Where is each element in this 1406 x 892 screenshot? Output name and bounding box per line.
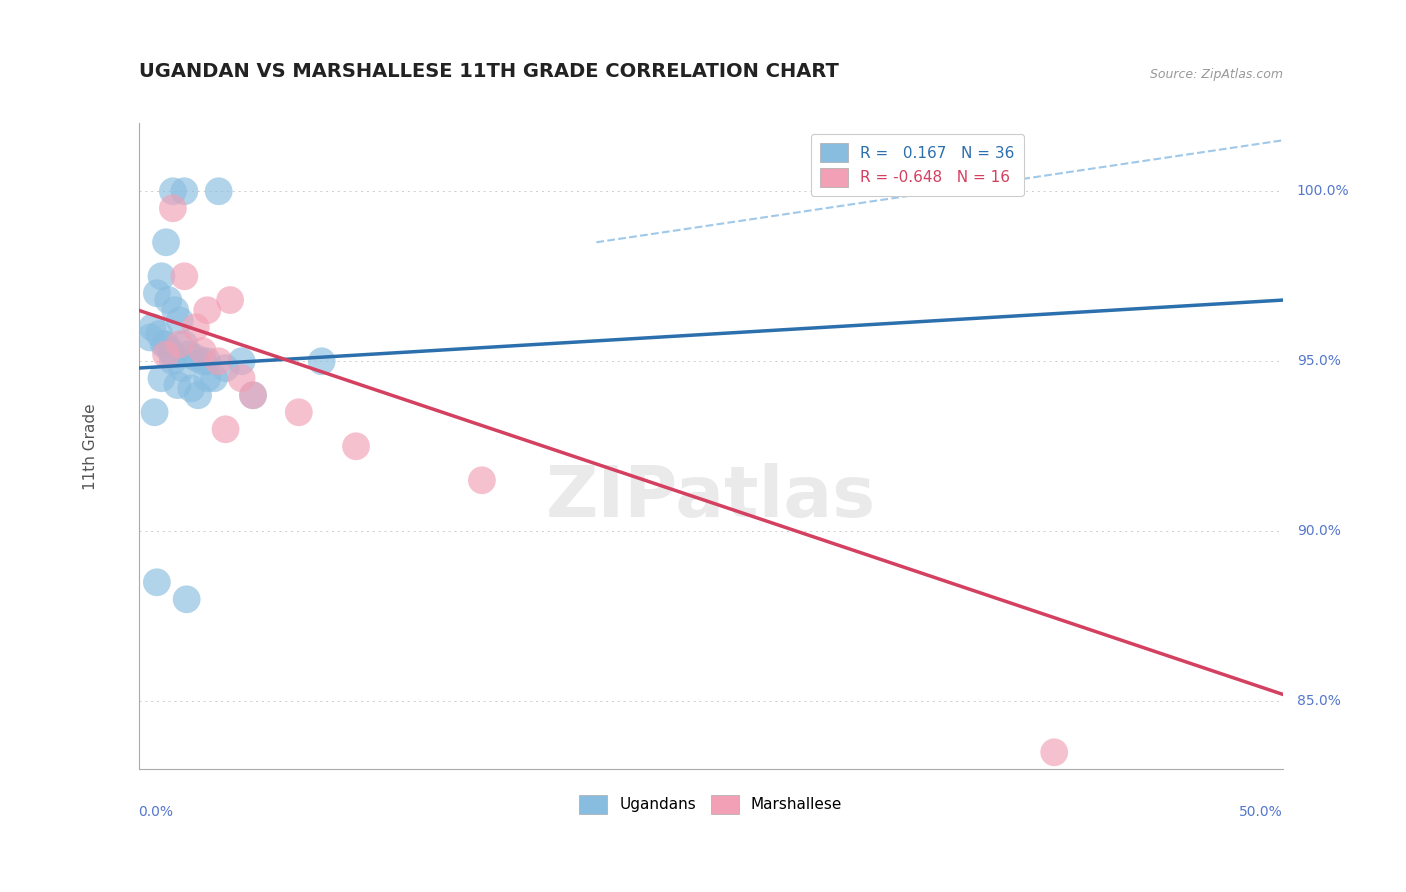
Point <box>311 354 333 368</box>
Legend: Ugandans, Marshallese: Ugandans, Marshallese <box>574 789 848 820</box>
Text: ZIPatlas: ZIPatlas <box>546 464 876 533</box>
Point <box>170 361 193 376</box>
Point <box>214 361 236 376</box>
Point <box>157 293 180 307</box>
Text: 50.0%: 50.0% <box>1239 805 1284 819</box>
Point <box>150 371 173 385</box>
Point <box>208 184 231 198</box>
Point <box>162 354 184 368</box>
Point <box>471 473 494 487</box>
Point <box>195 371 218 385</box>
Point <box>177 347 200 361</box>
Point <box>214 422 236 436</box>
Text: 85.0%: 85.0% <box>1296 694 1341 708</box>
Point <box>162 184 184 198</box>
Text: 0.0%: 0.0% <box>139 805 173 819</box>
Point <box>184 351 207 365</box>
Text: 90.0%: 90.0% <box>1296 524 1341 538</box>
Point <box>165 303 187 318</box>
Point <box>191 344 214 359</box>
Point <box>146 286 169 301</box>
Point <box>143 405 166 419</box>
Point <box>162 347 184 361</box>
Point <box>173 337 195 351</box>
Point <box>195 354 218 368</box>
Point <box>1043 745 1066 759</box>
Point <box>191 354 214 368</box>
Point <box>208 354 231 368</box>
Point <box>242 388 264 402</box>
Point <box>173 184 195 198</box>
Point <box>219 293 242 307</box>
Point <box>344 439 367 453</box>
Text: Source: ZipAtlas.com: Source: ZipAtlas.com <box>1150 69 1284 81</box>
Point <box>155 347 177 361</box>
Point <box>141 320 163 334</box>
Point <box>202 371 225 385</box>
Text: 100.0%: 100.0% <box>1296 185 1350 198</box>
Point <box>231 371 253 385</box>
Point <box>148 327 170 342</box>
Text: 95.0%: 95.0% <box>1296 354 1341 368</box>
Point <box>155 337 177 351</box>
Point <box>152 337 174 351</box>
Point <box>288 405 311 419</box>
Point <box>159 344 181 359</box>
Point <box>184 320 207 334</box>
Point <box>195 303 218 318</box>
Text: 11th Grade: 11th Grade <box>83 403 98 490</box>
Point <box>155 235 177 250</box>
Point <box>169 337 191 351</box>
Point <box>242 388 264 402</box>
Point <box>166 378 188 392</box>
Point <box>187 388 209 402</box>
Point <box>150 269 173 284</box>
Point <box>180 382 202 396</box>
Point <box>231 354 253 368</box>
Point <box>146 575 169 590</box>
Point <box>173 269 195 284</box>
Text: UGANDAN VS MARSHALLESE 11TH GRADE CORRELATION CHART: UGANDAN VS MARSHALLESE 11TH GRADE CORREL… <box>139 62 838 81</box>
Point <box>162 201 184 215</box>
Point <box>176 592 198 607</box>
Point <box>139 330 162 344</box>
Point <box>169 313 191 327</box>
